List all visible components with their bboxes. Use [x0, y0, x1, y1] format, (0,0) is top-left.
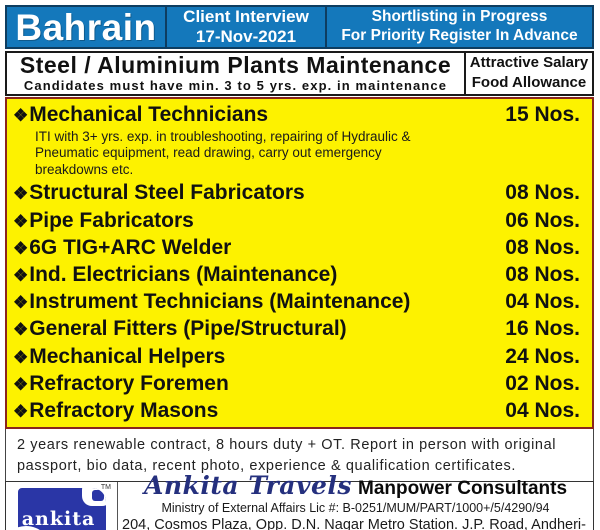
country-cell: Bahrain — [7, 6, 167, 48]
notice-cell: Shortlisting in Progress For Priority Re… — [327, 7, 592, 47]
job-title-text: Ind. Electricians (Maintenance) — [29, 262, 338, 286]
trademark-symbol: TM — [100, 484, 111, 492]
job-title: ❖Mechanical Technicians — [13, 102, 505, 129]
diamond-bullet-icon: ❖ — [13, 238, 29, 258]
job-count: 08 Nos. — [505, 181, 580, 205]
job-title-text: Refractory Masons — [29, 398, 219, 422]
logo-wordmark: ankita — [21, 507, 96, 530]
job-title-text: General Fitters (Pipe/Structural) — [29, 317, 347, 341]
job-title-text: Mechanical Helpers — [29, 344, 226, 368]
job-row: ❖Ind. Electricians (Maintenance) 08 Nos. — [13, 262, 584, 289]
job-title-text: Structural Steel Fabricators — [29, 181, 305, 205]
job-title: ❖General Fitters (Pipe/Structural) — [13, 316, 505, 343]
job-row: ❖Instrument Technicians (Maintenance) 04… — [13, 289, 584, 316]
job-count: 04 Nos. — [505, 398, 580, 422]
job-title: ❖Instrument Technicians (Maintenance) — [13, 289, 505, 316]
notice-line-2: For Priority Register In Advance — [341, 27, 578, 45]
interview-label: Client Interview — [183, 7, 309, 26]
logo-swoosh-shape — [17, 525, 52, 530]
job-row: ❖General Fitters (Pipe/Structural) 16 No… — [13, 316, 584, 343]
job-count: 08 Nos. — [505, 262, 580, 286]
job-row: ❖Pipe Fabricators 06 Nos. — [13, 208, 584, 235]
agency-line: Ankita Travels Manpower Consultants — [143, 470, 568, 501]
diamond-bullet-icon: ❖ — [13, 347, 29, 367]
benefits-cell: Attractive Salary Food Allowance — [464, 53, 592, 94]
license-number: Ministry of External Affairs Lic #: B-02… — [161, 501, 550, 516]
job-row: ❖6G TIG+ARC Welder 08 Nos. — [13, 235, 584, 262]
ankita-logo-icon: ankita — [17, 487, 106, 530]
interview-date: 17-Nov-2021 — [195, 27, 297, 47]
title-left: Steel / Aluminium Plants Maintenance Can… — [7, 53, 464, 94]
agency-type: Manpower Consultants — [358, 477, 568, 499]
poster-subtitle: Candidates must have min. 3 to 5 yrs. ex… — [23, 78, 448, 94]
job-title-text: Mechanical Technicians — [29, 102, 269, 126]
job-count: 16 Nos. — [505, 317, 580, 341]
job-count: 15 Nos. — [505, 102, 580, 126]
diamond-bullet-icon: ❖ — [13, 293, 29, 313]
job-detail: ITI with 3+ yrs. exp. in troubleshooting… — [35, 128, 411, 177]
job-count: 06 Nos. — [505, 208, 580, 232]
job-title: ❖6G TIG+ARC Welder — [13, 235, 505, 262]
title-band: Steel / Aluminium Plants Maintenance Can… — [5, 51, 594, 96]
job-title: ❖Ind. Electricians (Maintenance) — [13, 262, 505, 289]
notice-line-1: Shortlisting in Progress — [371, 8, 548, 26]
diamond-bullet-icon: ❖ — [13, 211, 29, 231]
country-name: Bahrain — [15, 6, 157, 48]
job-count: 24 Nos. — [505, 344, 580, 368]
job-title-text: 6G TIG+ARC Welder — [29, 235, 232, 259]
diamond-bullet-icon: ❖ — [13, 401, 29, 421]
job-title: ❖Mechanical Helpers — [13, 344, 505, 371]
benefit-food: Food Allowance — [471, 74, 587, 92]
job-row: ❖Structural Steel Fabricators 08 Nos. — [13, 180, 584, 207]
job-count: 08 Nos. — [505, 235, 580, 259]
logo-cell: ankita TM — [6, 482, 118, 530]
footer: ankita TM Ankita Travels Manpower Consult… — [5, 471, 594, 530]
job-count: 04 Nos. — [505, 290, 580, 314]
logo-notch-dot — [91, 489, 104, 501]
interview-cell: Client Interview 17-Nov-2021 — [167, 7, 327, 48]
header-bar: Bahrain Client Interview 17-Nov-2021 Sho… — [5, 5, 594, 50]
diamond-bullet-icon: ❖ — [13, 265, 29, 285]
job-title-text: Pipe Fabricators — [29, 208, 194, 232]
poster-title: Steel / Aluminium Plants Maintenance — [19, 52, 452, 79]
jobs-list: ❖Mechanical Technicians 15 Nos. ITI with… — [5, 96, 594, 430]
diamond-bullet-icon: ❖ — [13, 320, 29, 340]
agency-info: Ankita Travels Manpower Consultants Minis… — [118, 471, 593, 530]
job-title: ❖Refractory Masons — [13, 398, 505, 425]
job-row: ❖Refractory Foremen 02 Nos. — [13, 371, 584, 398]
diamond-bullet-icon: ❖ — [13, 105, 29, 125]
diamond-bullet-icon: ❖ — [13, 184, 29, 204]
job-row: ❖Mechanical Helpers 24 Nos. — [13, 344, 584, 371]
job-title: ❖Refractory Foremen — [13, 371, 505, 398]
job-row: ❖Refractory Masons 04 Nos. — [13, 398, 584, 425]
job-title: ❖Structural Steel Fabricators — [13, 180, 505, 207]
agency-name: Ankita Travels — [143, 470, 352, 500]
job-count: 02 Nos. — [505, 371, 580, 395]
benefit-salary: Attractive Salary — [469, 54, 589, 72]
job-title: ❖Pipe Fabricators — [13, 208, 505, 235]
job-row: ❖Mechanical Technicians 15 Nos. ITI with… — [13, 102, 584, 179]
job-title-text: Instrument Technicians (Maintenance) — [29, 290, 411, 314]
job-title-text: Refractory Foremen — [29, 371, 229, 395]
diamond-bullet-icon: ❖ — [13, 374, 29, 394]
address-line-1: 204, Cosmos Plaza, Opp. D.N. Nagar Metro… — [122, 516, 586, 530]
terms-text: 2 years renewable contract, 8 hours duty… — [5, 429, 594, 482]
